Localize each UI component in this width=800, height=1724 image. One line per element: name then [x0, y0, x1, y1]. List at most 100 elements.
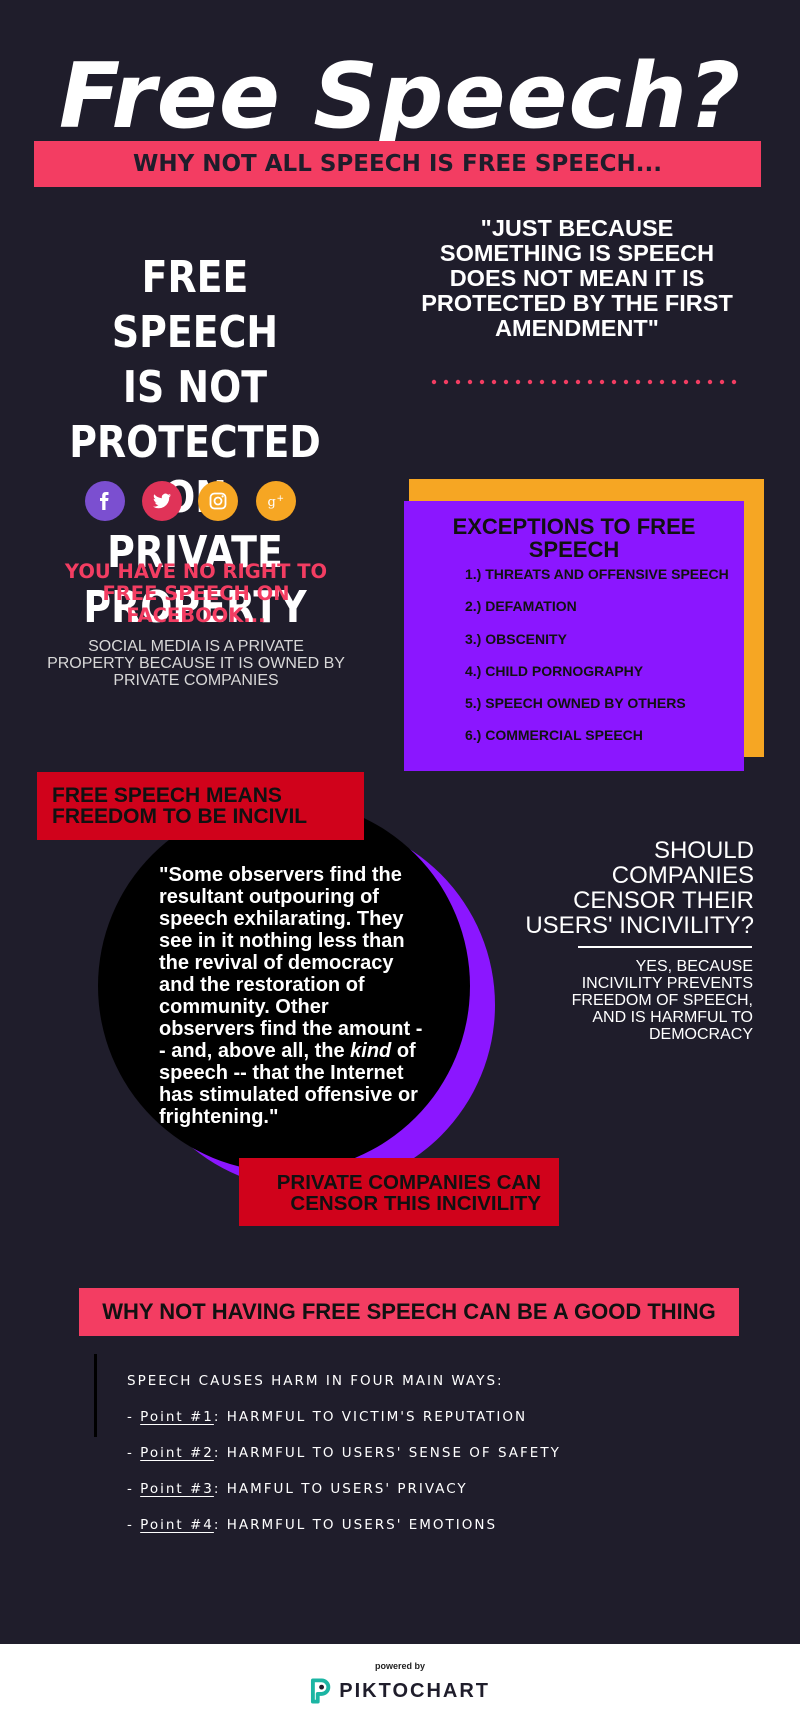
list-item: 4.) CHILD PORNOGRAPHY — [465, 662, 644, 679]
point-text: : HARMFUL TO USERS' SENSE OF SAFETY — [213, 1445, 561, 1461]
exceptions-title-line: SPEECH — [528, 537, 620, 562]
point-prefix: - — [127, 1517, 141, 1533]
censor-answer: YES, BECAUSE INCIVILITY PREVENTS FREEDOM… — [540, 958, 753, 1043]
list-item: - Point #3: HAMFUL TO USERS' PRIVACY — [127, 1480, 468, 1498]
divider — [578, 946, 752, 948]
divider-dot — [599, 379, 605, 385]
subtitle-banner: WHY NOT ALL SPEECH IS FREE SPEECH... — [34, 141, 761, 187]
divider-dot — [467, 379, 473, 385]
twitter-icon[interactable] — [142, 481, 182, 521]
divider-dot — [707, 379, 713, 385]
question-line: CENSOR THEIR — [573, 887, 754, 914]
divider-dot — [611, 379, 617, 385]
heading-line: IS NOT — [122, 362, 268, 413]
quote-line: "JUST BECAUSE — [480, 215, 674, 241]
divider-dot — [431, 379, 437, 385]
incivil-label-box — [37, 772, 364, 840]
divider-dot — [503, 379, 509, 385]
warning-line: FACEBOOK... — [126, 604, 266, 627]
warning-line: FREE SPEECH ON — [102, 582, 290, 605]
quote-circle — [98, 800, 470, 1172]
heading-line: PRIVATE PROPERTY — [83, 527, 307, 633]
divider-dot — [575, 379, 581, 385]
list-item: - Point #4: HARMFUL TO USERS' EMOTIONS — [127, 1516, 497, 1534]
point-label: Point #2 — [140, 1445, 214, 1461]
divider-dot — [455, 379, 461, 385]
answer-line: AND IS HARMFUL TO — [592, 1009, 753, 1026]
answer-line: DEMOCRACY — [648, 1026, 753, 1043]
divider-dot — [623, 379, 629, 385]
first-amendment-quote: "JUST BECAUSE SOMETHING IS SPEECH DOES N… — [418, 216, 736, 341]
divider-dot — [659, 379, 665, 385]
quote-emphasis: kind — [350, 1040, 392, 1062]
footer — [0, 1644, 800, 1724]
piktochart-icon — [310, 1678, 331, 1704]
piktochart-logo[interactable]: PIKTOCHART — [310, 1676, 490, 1706]
divider-dot — [635, 379, 641, 385]
list-item: 2.) DEFAMATION — [465, 598, 577, 615]
label-line: CENSOR THIS INCIVILITY — [290, 1192, 541, 1215]
label-line: FREEDOM TO BE INCIVIL — [52, 805, 308, 828]
divider-dot — [479, 379, 485, 385]
dotted-divider — [431, 379, 737, 385]
question-line: SHOULD — [653, 837, 754, 864]
quote-line: PROTECTED BY THE FIRST — [421, 290, 733, 316]
divider-dot — [587, 379, 593, 385]
instagram-icon[interactable] — [198, 481, 238, 521]
answer-line: FREEDOM OF SPEECH, — [571, 992, 753, 1009]
divider-dot — [731, 379, 737, 385]
point-label: Point #4 — [140, 1517, 214, 1533]
exceptions-list: 1.) THREATS AND OFFENSIVE SPEECH 2.) DEF… — [465, 566, 729, 760]
point-prefix: - — [127, 1481, 141, 1497]
brand-name: PIKTOCHART — [339, 1679, 490, 1702]
divider-dot — [527, 379, 533, 385]
svg-text:+: + — [277, 494, 285, 504]
answer-line: INCIVILITY PREVENTS — [581, 975, 753, 992]
list-item: 6.) COMMERCIAL SPEECH — [465, 727, 643, 744]
censor-label: PRIVATE COMPANIES CAN CENSOR THIS INCIVI… — [239, 1172, 541, 1214]
explanation-line: SOCIAL MEDIA IS A PRIVATE — [88, 638, 304, 655]
explanation-line: PRIVATE COMPANIES — [113, 672, 279, 689]
divider-dot — [491, 379, 497, 385]
question-line: USERS' INCIVILITY? — [525, 912, 754, 939]
divider-dot — [671, 379, 677, 385]
divider-dot — [695, 379, 701, 385]
quote-line: DOES NOT MEAN IT IS — [449, 265, 705, 291]
exceptions-box — [404, 501, 744, 771]
warning-line: YOU HAVE NO RIGHT TO — [64, 560, 328, 583]
divider-dot — [515, 379, 521, 385]
quote-text: "Some observers find the resultant outpo… — [159, 864, 423, 1062]
facebook-icon[interactable] — [85, 481, 125, 521]
list-item: - Point #1: HARMFUL TO VICTIM'S REPUTATI… — [127, 1408, 527, 1426]
quote-bar — [94, 1354, 97, 1437]
point-text: : HARMFUL TO VICTIM'S REPUTATION — [213, 1409, 528, 1425]
harm-intro: SPEECH CAUSES HARM IN FOUR MAIN WAYS: — [127, 1373, 504, 1389]
quote-text: of speech -- that the Internet has stimu… — [159, 1040, 418, 1128]
divider-dot — [539, 379, 545, 385]
powered-by-text: powered by — [374, 1661, 425, 1671]
exceptions-title-line: EXCEPTIONS TO FREE — [452, 514, 696, 539]
answer-line: YES, BECAUSE — [635, 958, 753, 975]
exceptions-title: EXCEPTIONS TO FREE SPEECH — [404, 515, 744, 561]
divider-dot — [683, 379, 689, 385]
point-text: : HAMFUL TO USERS' PRIVACY — [213, 1481, 468, 1497]
divider-dot — [647, 379, 653, 385]
google-plus-icon[interactable]: g + — [256, 481, 296, 521]
page-title: Free Speech? — [58, 44, 742, 149]
point-prefix: - — [127, 1409, 141, 1425]
censor-question: SHOULD COMPANIES CENSOR THEIR USERS' INC… — [520, 838, 754, 938]
list-item: 1.) THREATS AND OFFENSIVE SPEECH — [465, 566, 729, 582]
heading-line: FREE SPEECH — [111, 252, 279, 358]
observers-quote: "Some observers find the resultant outpo… — [159, 864, 424, 1128]
divider-dot — [551, 379, 557, 385]
social-media-explanation: SOCIAL MEDIA IS A PRIVATE PROPERTY BECAU… — [42, 638, 350, 689]
incivil-label: FREE SPEECH MEANS FREEDOM TO BE INCIVIL — [52, 785, 352, 827]
good-thing-banner — [79, 1288, 739, 1336]
point-prefix: - — [127, 1445, 141, 1461]
quote-line: SOMETHING IS SPEECH — [439, 240, 715, 266]
censor-label-box — [239, 1158, 559, 1226]
point-text: : HARMFUL TO USERS' EMOTIONS — [213, 1517, 498, 1533]
quote-line: AMENDMENT" — [495, 315, 659, 341]
facebook-warning: YOU HAVE NO RIGHT TO FREE SPEECH ON FACE… — [44, 561, 348, 627]
list-item: 3.) OBSCENITY — [465, 630, 567, 647]
